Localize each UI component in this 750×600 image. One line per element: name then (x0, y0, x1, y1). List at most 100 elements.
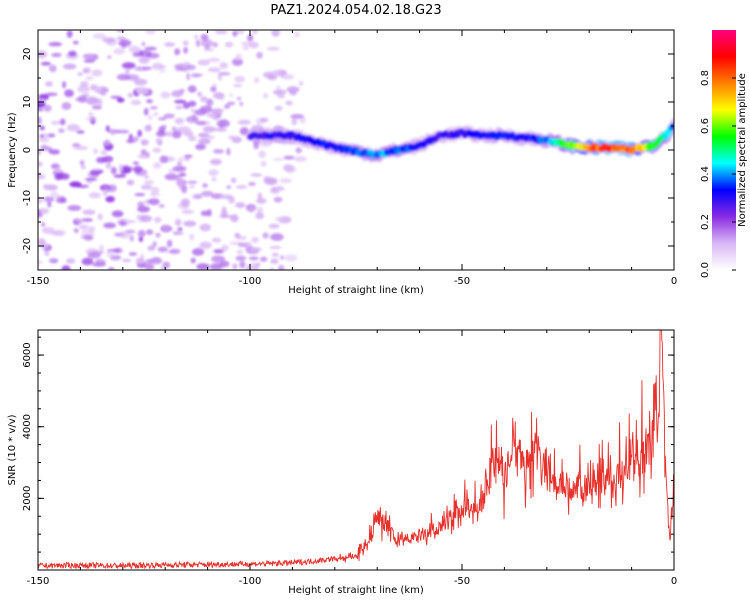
heatmap-noise-cell (226, 185, 232, 190)
heatmap-noise-cell (212, 149, 225, 154)
heatmap-noise-cell (62, 63, 77, 70)
heatmap-noise-cell (237, 119, 252, 125)
heatmap-noise-cell (177, 157, 191, 161)
heatmap-noise-cell (56, 197, 67, 204)
heatmap-noise-cell (75, 145, 88, 151)
heatmap-noise-cell (43, 196, 55, 202)
heatmap-noise-cell (47, 184, 58, 191)
heatmap-noise-cell (214, 30, 228, 34)
snr-x-axis-label: Height of straight line (km) (288, 585, 424, 596)
heatmap-noise-cell (38, 238, 46, 246)
heatmap-noise-cell (97, 213, 103, 221)
heatmap-noise-cell (268, 223, 280, 229)
heatmap-noise-cell (150, 192, 155, 197)
heatmap-noise-cell (218, 92, 225, 101)
heatmap-noise-cell (153, 112, 159, 116)
heatmap-noise-cell (54, 173, 63, 181)
heatmap-noise-cell (187, 100, 197, 107)
heatmap-noise-cell (171, 90, 184, 98)
colorbar-tick-label: 0.6 (700, 118, 711, 134)
heatmap-noise-cell (239, 101, 244, 107)
heatmap-noise-cell (140, 184, 153, 190)
heatmap-noise-cell (92, 262, 106, 267)
heatmap-noise-cell (214, 127, 227, 132)
heatmap-noise-cell (190, 257, 196, 264)
heatmap-y-axis-label: Frequency (Hz) (7, 112, 18, 188)
heatmap-noise-cell (242, 45, 249, 51)
heatmap-noise-cell (41, 222, 46, 227)
heatmap-noise-cell (113, 48, 126, 55)
heatmap-noise-cell (224, 104, 230, 109)
colorbar: 0.0 0.2 0.4 0.6 0.8 Normalized spectral ampl… (700, 30, 748, 278)
heatmap-noise-cell (201, 190, 214, 197)
heatmap-noise-cell (38, 260, 43, 265)
heatmap-noise-cell (100, 150, 108, 155)
heatmap-noise-cell (110, 95, 122, 100)
heatmap-noise-cell (47, 201, 52, 208)
heatmap-noise-cell (102, 141, 110, 146)
heatmap-noise-cell (50, 191, 59, 198)
heatmap-noise-cell (183, 220, 197, 227)
heatmap-noise-cell (277, 94, 286, 99)
heatmap-noise-cell (237, 242, 248, 248)
heatmap-noise-cell (166, 239, 173, 248)
heatmap-noise-cell (200, 33, 209, 41)
heatmap-y-ticks: -20 -10 0 10 20 (22, 29, 674, 271)
colorbar-label: Normalized spectral amplitude (737, 73, 748, 227)
heatmap-noise-cell (213, 249, 225, 254)
heatmap-noise-cell (211, 108, 222, 116)
heatmap-noise-cell (228, 135, 236, 140)
heatmap-noise-cell (174, 48, 181, 56)
heatmap-noise-cell (102, 155, 114, 163)
heatmap-noise-cell (251, 236, 259, 243)
snr-frame (37, 329, 675, 571)
heatmap-noise-cell (81, 229, 95, 237)
heatmap-noise-cell (194, 34, 199, 40)
heatmap-noise-cell (121, 40, 127, 49)
y-tick-label: 6000 (22, 342, 33, 367)
heatmap-noise-cell (174, 117, 185, 125)
heatmap-noise-cell (256, 51, 263, 59)
heatmap-noise-cell (273, 196, 283, 203)
heatmap-noise-cell (181, 209, 195, 214)
heatmap-noise-cell (183, 46, 188, 54)
heatmap-noise-cell (285, 100, 293, 106)
heatmap-noise-cell (191, 73, 202, 78)
heatmap-noise-cell (228, 196, 235, 204)
heatmap-noise-cell (280, 74, 295, 80)
heatmap-noise-cell (138, 236, 144, 242)
heatmap-noise-cell (153, 162, 162, 169)
heatmap-noise-cell (93, 148, 98, 155)
heatmap-noise-cell (235, 30, 245, 35)
heatmap-noise-cell (144, 46, 157, 51)
heatmap-noise-cell (270, 233, 284, 241)
heatmap-noise-cell (186, 64, 196, 71)
heatmap-noise-cell (205, 44, 210, 50)
heatmap-noise-cell (236, 96, 242, 101)
heatmap-noise-cell (260, 256, 268, 262)
heatmap-noise-cell (219, 62, 228, 69)
heatmap-noise-cell (206, 98, 214, 107)
heatmap-noise-cell (202, 126, 216, 133)
heatmap-noise-cell (48, 257, 56, 262)
heatmap-noise-cell (181, 185, 188, 194)
heatmap-noise-cell (65, 258, 76, 264)
snr-y-ticks: 2000 4000 6000 (22, 336, 674, 571)
heatmap-noise-cell (174, 218, 182, 226)
heatmap-noise-cell (83, 234, 94, 241)
heatmap-noise-cell (38, 197, 44, 204)
heatmap-noise-cell (162, 225, 170, 232)
heatmap-noise-cell (133, 78, 148, 86)
heatmap-noise-cell (121, 62, 136, 69)
colorbar-tick-label: 0.8 (700, 70, 711, 86)
heatmap-noise-cell (219, 214, 233, 219)
heatmap-noise-cell (260, 160, 267, 167)
heatmap-noise-cell (143, 107, 149, 116)
heatmap-noise-cell (270, 258, 279, 264)
heatmap-noise-cell (236, 249, 244, 255)
heatmap-noise-cell (113, 247, 123, 254)
heatmap-noise-cell (146, 229, 154, 235)
heatmap-noise-cell (82, 209, 96, 215)
heatmap-noise-cell (271, 30, 281, 37)
